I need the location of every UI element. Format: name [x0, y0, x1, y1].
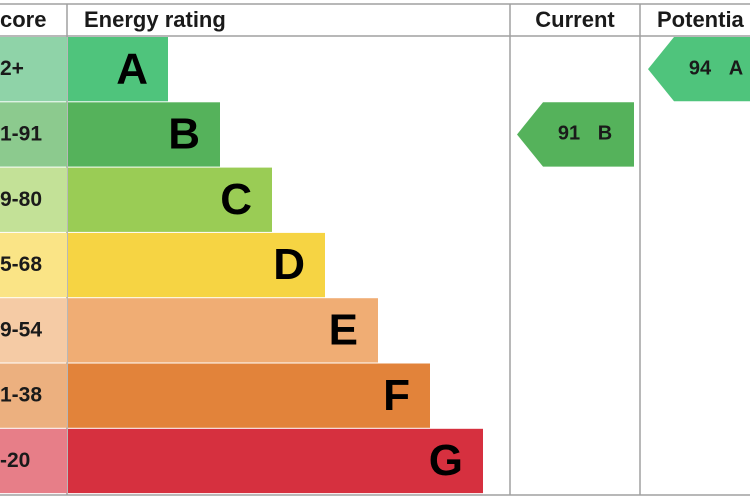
rating-letter: F [383, 371, 410, 420]
score-cell [0, 363, 67, 428]
potential-arrow [648, 37, 750, 102]
score-cell [0, 428, 67, 494]
score-cell [0, 298, 67, 363]
score-cell [0, 102, 67, 167]
score-range: -20 [0, 449, 30, 472]
rating-bar [68, 102, 220, 167]
score-range: 5-68 [0, 253, 42, 276]
rating-bar [68, 167, 272, 232]
score-range: 9-80 [0, 188, 42, 211]
rating-bar [68, 37, 168, 102]
potential-value: 94 [689, 57, 712, 79]
rating-letter: A [116, 44, 148, 93]
rating-letter: D [273, 240, 305, 289]
rating-bar [68, 298, 378, 363]
score-cell [0, 167, 67, 232]
rating-bar [68, 363, 430, 428]
score-range: 1-38 [0, 384, 42, 407]
current-arrow [517, 102, 634, 167]
rating-letter: B [168, 110, 200, 159]
score-header: core [0, 7, 46, 32]
current-value: 91 [558, 123, 580, 145]
rating-letter: G [429, 436, 463, 485]
current-letter: B [598, 123, 612, 145]
rating-bar [68, 428, 483, 494]
rating-letter: E [329, 305, 358, 354]
rating-letter: C [220, 175, 252, 224]
rating-bar [68, 232, 325, 298]
potential-letter: A [729, 57, 743, 79]
score-range: 2+ [0, 57, 24, 80]
current-header: Current [535, 7, 615, 32]
potential-header: Potentia [657, 7, 745, 32]
rating-header: Energy rating [84, 7, 226, 32]
score-cell [0, 37, 67, 102]
score-cell [0, 232, 67, 298]
score-range: 9-54 [0, 318, 42, 341]
score-range: 1-91 [0, 122, 42, 145]
